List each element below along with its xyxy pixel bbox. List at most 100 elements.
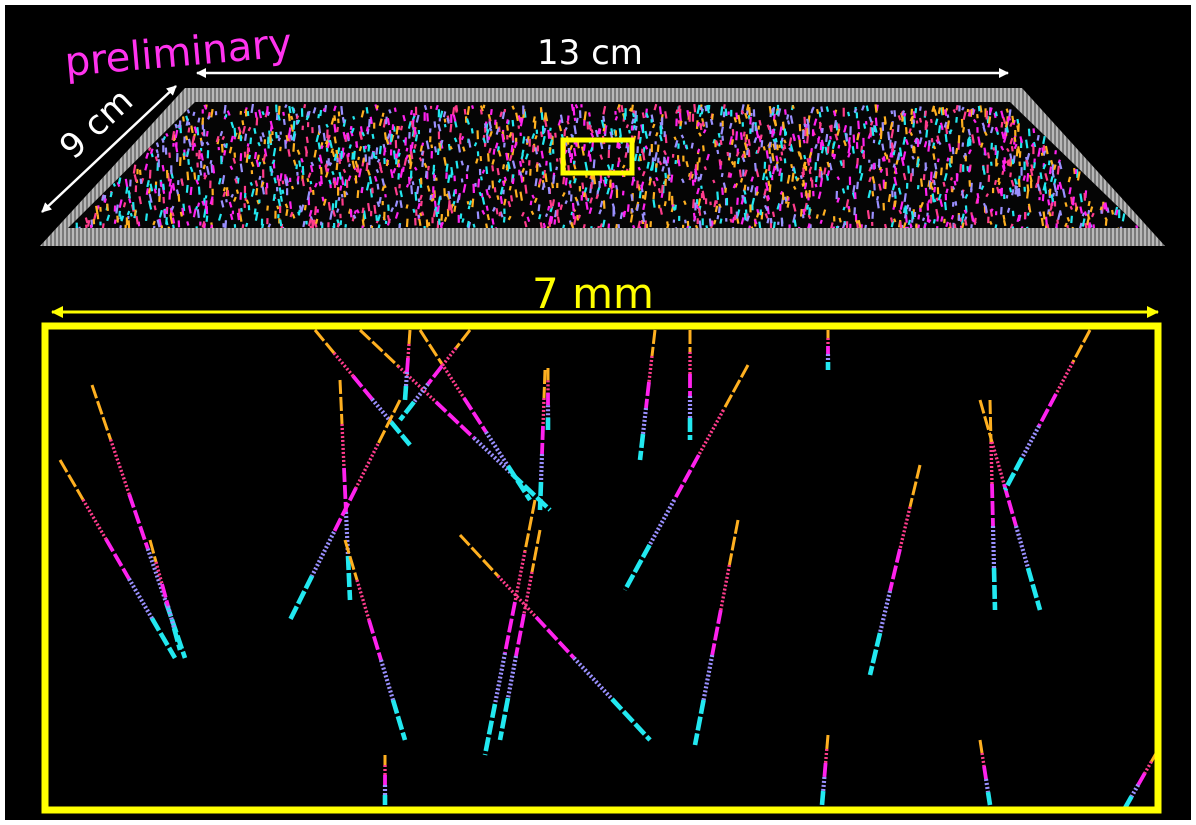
slab-track	[507, 165, 508, 171]
slab-track	[459, 144, 460, 152]
slab-track	[355, 210, 356, 213]
slab-track	[388, 215, 390, 223]
slab-track	[1031, 169, 1032, 176]
slab-track	[694, 104, 695, 112]
slab-track	[978, 193, 979, 198]
slab-track	[497, 208, 498, 214]
slab-track	[700, 174, 701, 180]
zoom-track-segment	[407, 358, 408, 372]
slab-track	[427, 113, 428, 121]
slab-track	[621, 212, 622, 219]
slab-track	[1043, 194, 1044, 201]
slab-track	[776, 138, 777, 142]
slab-track	[573, 213, 574, 219]
slab-track	[451, 167, 452, 175]
slab-track	[902, 111, 904, 116]
slab-track	[539, 163, 541, 167]
slab-track	[979, 106, 980, 111]
slab-track	[486, 189, 487, 195]
slab-track	[658, 145, 659, 152]
slab-track	[843, 188, 844, 193]
slab-track	[936, 172, 937, 179]
slab-track	[535, 135, 536, 139]
slab-track	[342, 177, 343, 185]
slab-track	[718, 215, 719, 219]
slab-track	[550, 133, 551, 138]
slab-track	[937, 216, 938, 221]
slab-track	[211, 109, 212, 117]
slab-track	[376, 147, 377, 154]
slab-track	[911, 132, 913, 135]
slab-track	[856, 220, 857, 223]
slab-track	[378, 159, 380, 162]
slab-track	[504, 199, 505, 205]
slab-track	[891, 111, 892, 114]
slab-track	[766, 176, 767, 180]
slab-track	[606, 179, 607, 183]
slab-track	[149, 188, 151, 194]
slab-track	[448, 175, 449, 183]
slab-track	[952, 215, 953, 219]
slab-track	[230, 202, 232, 207]
slab-track	[980, 182, 981, 189]
slab-track	[963, 127, 964, 132]
slab-track	[280, 147, 281, 151]
slab-track	[176, 124, 177, 128]
slab-track	[810, 170, 811, 174]
slab-track	[822, 128, 823, 133]
slab-track	[206, 195, 207, 198]
slab-track	[387, 160, 388, 166]
slab-track	[632, 209, 633, 213]
slab-track	[363, 208, 364, 213]
slab-track	[773, 212, 774, 217]
slab-track	[316, 219, 317, 224]
slab-track	[858, 121, 859, 129]
slab-track	[962, 190, 963, 198]
slab-track	[363, 158, 364, 163]
slab-track	[612, 164, 613, 170]
slab-track	[248, 143, 249, 146]
slab-track	[885, 116, 886, 123]
slab-track	[478, 211, 479, 218]
slab-track	[1027, 173, 1028, 182]
slab-track	[889, 194, 890, 202]
slab-track	[323, 197, 324, 202]
slab-track	[805, 128, 806, 136]
slab-track	[344, 132, 346, 139]
slab-track	[1017, 217, 1019, 222]
slab-track	[643, 195, 644, 199]
slab-track	[470, 201, 471, 206]
slab-track	[923, 218, 924, 221]
slab-track	[904, 117, 905, 125]
slab-track	[637, 204, 638, 211]
slab-track	[887, 155, 888, 160]
slab-track	[523, 136, 524, 143]
slab-track	[334, 106, 336, 111]
slab-track	[412, 121, 413, 128]
slab-track	[820, 123, 821, 129]
slab-track	[586, 202, 587, 210]
slab-track	[431, 145, 432, 149]
slab-track	[591, 147, 593, 151]
slab-track	[1017, 149, 1018, 157]
slab-track	[622, 105, 623, 112]
slab-track	[978, 137, 980, 146]
slab-track	[601, 201, 603, 207]
slab-track	[163, 184, 164, 190]
slab-track	[549, 187, 550, 194]
slab-track	[364, 210, 365, 219]
slab-track	[717, 192, 718, 200]
slab-track	[358, 190, 359, 198]
slab-track	[777, 110, 778, 114]
slab-track	[904, 207, 905, 213]
slab-track	[695, 169, 697, 175]
slab-track	[115, 220, 116, 224]
slab-track	[1048, 199, 1049, 205]
slab-track	[1085, 212, 1086, 216]
slab-track	[289, 106, 290, 113]
slab-track	[643, 204, 644, 210]
slab-track	[280, 173, 281, 181]
slab-track	[946, 125, 947, 134]
slab-track	[880, 167, 881, 170]
slab-track	[445, 119, 446, 123]
